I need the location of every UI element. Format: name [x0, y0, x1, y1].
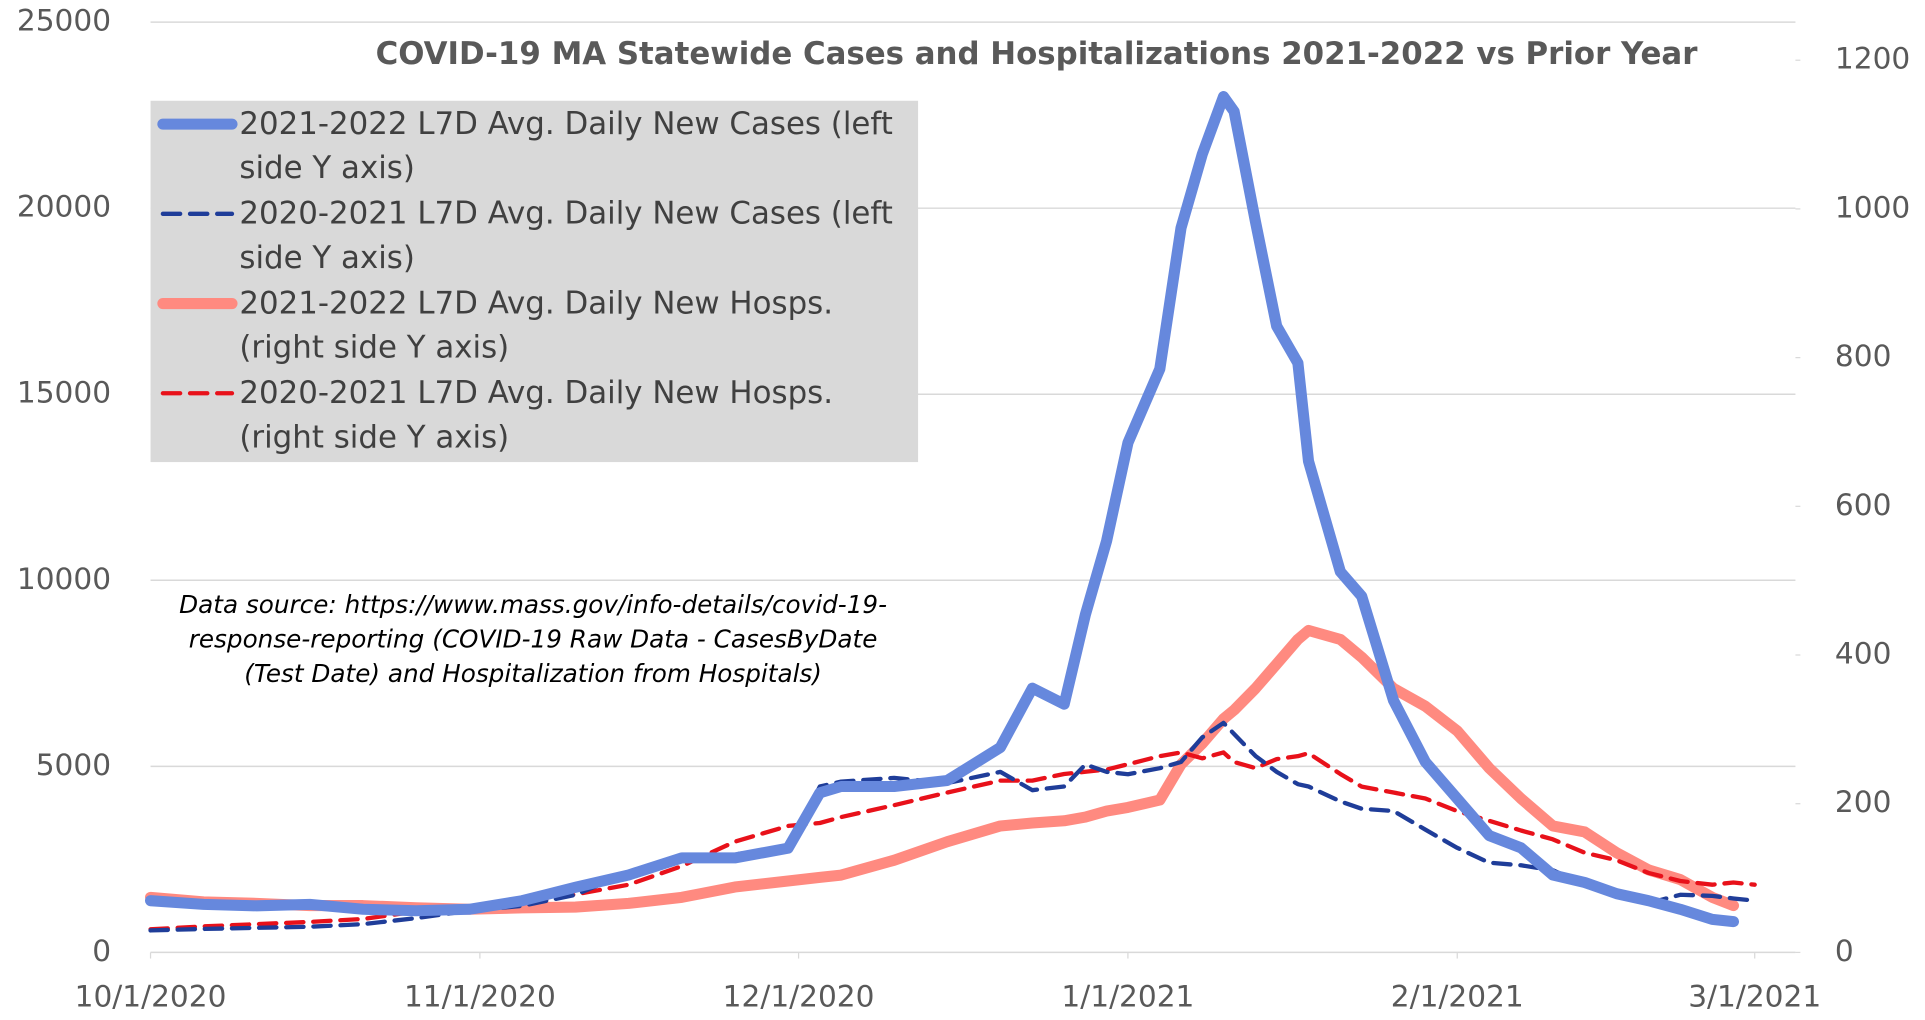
x-tick-label: 12/1/2020 [723, 979, 875, 1013]
x-tick-label: 1/1/2021 [1061, 979, 1194, 1013]
legend-entry: 2021-2022 L7D Avg. Daily New Hosps. (rig… [239, 285, 834, 365]
y2-tick-label: 1200 [1835, 42, 1910, 76]
y2-tick-label: 0 [1835, 934, 1854, 968]
series-line [148, 720, 1757, 933]
legend-box [150, 100, 919, 463]
series-line [144, 624, 1740, 915]
y2-tick-label: 400 [1835, 637, 1892, 671]
x-tick-label: 10/1/2020 [75, 979, 227, 1013]
annotation: Data source: https://www.mass.gov/info-d… [179, 589, 888, 689]
legend-label: 2020-2021 L7D Avg. Daily New Cases (left… [239, 195, 893, 276]
y-tick-label: 5000 [36, 748, 111, 782]
legend-label: 2021-2022 L7D Avg. Daily New Hosps. (rig… [239, 285, 834, 365]
legend-label: 2021-2022 L7D Avg. Daily New Cases (left… [239, 105, 893, 186]
chart-title: COVID-19 MA Statewide Cases and Hospital… [376, 36, 1699, 72]
x-tick-label: 11/1/2020 [404, 979, 556, 1013]
legend-label: 2020-2021 L7D Avg. Daily New Hosps. (rig… [239, 374, 834, 455]
x-tick-label: 2/1/2021 [1391, 979, 1524, 1013]
legend-entry: 2021-2022 L7D Avg. Daily New Cases (left… [239, 105, 893, 186]
annotation-box: Data source: https://www.mass.gov/info-d… [179, 589, 888, 689]
y-tick-label: 20000 [17, 190, 111, 224]
y-tick-label: 10000 [17, 562, 111, 596]
series-line [144, 91, 1740, 928]
legend: 2021-2022 L7D Avg. Daily New Cases (left… [157, 105, 893, 455]
y-tick-label: 25000 [17, 4, 111, 38]
grid: 0 5000 10000 15000 20000 25000 0 200 400 600 800 10… [17, 4, 1910, 1014]
x-tick-label: 3/1/2021 [1688, 979, 1821, 1013]
y2-tick-label: 1000 [1835, 190, 1910, 224]
y2-tick-label: 600 [1835, 488, 1892, 522]
y-tick-label: 0 [92, 934, 111, 968]
y-tick-label: 15000 [17, 376, 111, 410]
legend-entry: 2020-2021 L7D Avg. Daily New Cases (left… [239, 195, 893, 276]
y2-tick-label: 200 [1835, 785, 1892, 819]
y2-tick-label: 800 [1835, 339, 1892, 373]
plot [144, 91, 1757, 933]
legend-entry: 2020-2021 L7D Avg. Daily New Hosps. (rig… [239, 374, 834, 455]
